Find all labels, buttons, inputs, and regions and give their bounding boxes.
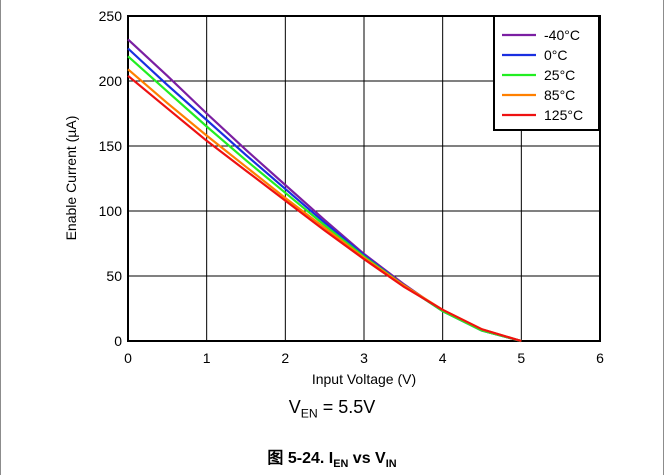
figure-caption: 图 5-24. IEN vs VIN (0, 444, 664, 470)
annotation-value: = 5.5V (317, 397, 376, 417)
caption-v-sub: IN (385, 458, 397, 471)
y-axis-label: Enable Current (µA) (63, 116, 79, 241)
test-condition-annotation: VEN = 5.5V (0, 397, 664, 421)
caption-figure-number: 图 5-24. (267, 450, 329, 467)
caption-v: V (375, 450, 386, 467)
y-tick-label: 250 (99, 8, 123, 24)
x-axis-label: Input Voltage (V) (312, 371, 416, 387)
y-tick-label: 50 (106, 268, 122, 284)
series-lines (127, 38, 522, 343)
series-line (127, 47, 522, 343)
grid (128, 16, 600, 341)
series-line (127, 74, 522, 343)
x-tick-label: 6 (596, 350, 604, 366)
legend-label: 25°C (544, 67, 575, 83)
y-tick-label: 200 (99, 73, 123, 89)
y-tick-label: 150 (99, 138, 123, 154)
annotation-v: V (288, 397, 301, 417)
y-tick-label: 0 (114, 333, 122, 349)
x-tick-label: 0 (124, 350, 132, 366)
plot-area-frame (127, 15, 601, 342)
caption-vs: vs (348, 450, 376, 467)
caption-i: I (328, 450, 334, 467)
enable-current-chart: 0 1 2 3 4 5 6 0 50 100 150 200 250 Input Voltage (V)… (63, 8, 604, 387)
legend-label: 0°C (544, 47, 568, 63)
x-tick-label: 2 (281, 350, 289, 366)
legend-label: 125°C (544, 107, 583, 123)
legend: -40°C 0°C 25°C 85°C 125°C (493, 15, 600, 131)
x-tick-label: 5 (517, 350, 525, 366)
x-tick-label: 1 (203, 350, 211, 366)
x-tick-label: 4 (439, 350, 447, 366)
y-tick-label: 100 (99, 203, 123, 219)
tick-labels: 0 1 2 3 4 5 6 0 50 100 150 200 250 (99, 8, 604, 366)
legend-label: 85°C (544, 87, 575, 103)
frame-left-border (0, 0, 1, 475)
caption-i-sub: EN (333, 458, 349, 471)
legend-label: -40°C (544, 27, 580, 43)
x-tick-label: 3 (360, 350, 368, 366)
series-line (127, 38, 522, 343)
annotation-v-sub: EN (300, 406, 318, 421)
series-line (127, 55, 522, 343)
